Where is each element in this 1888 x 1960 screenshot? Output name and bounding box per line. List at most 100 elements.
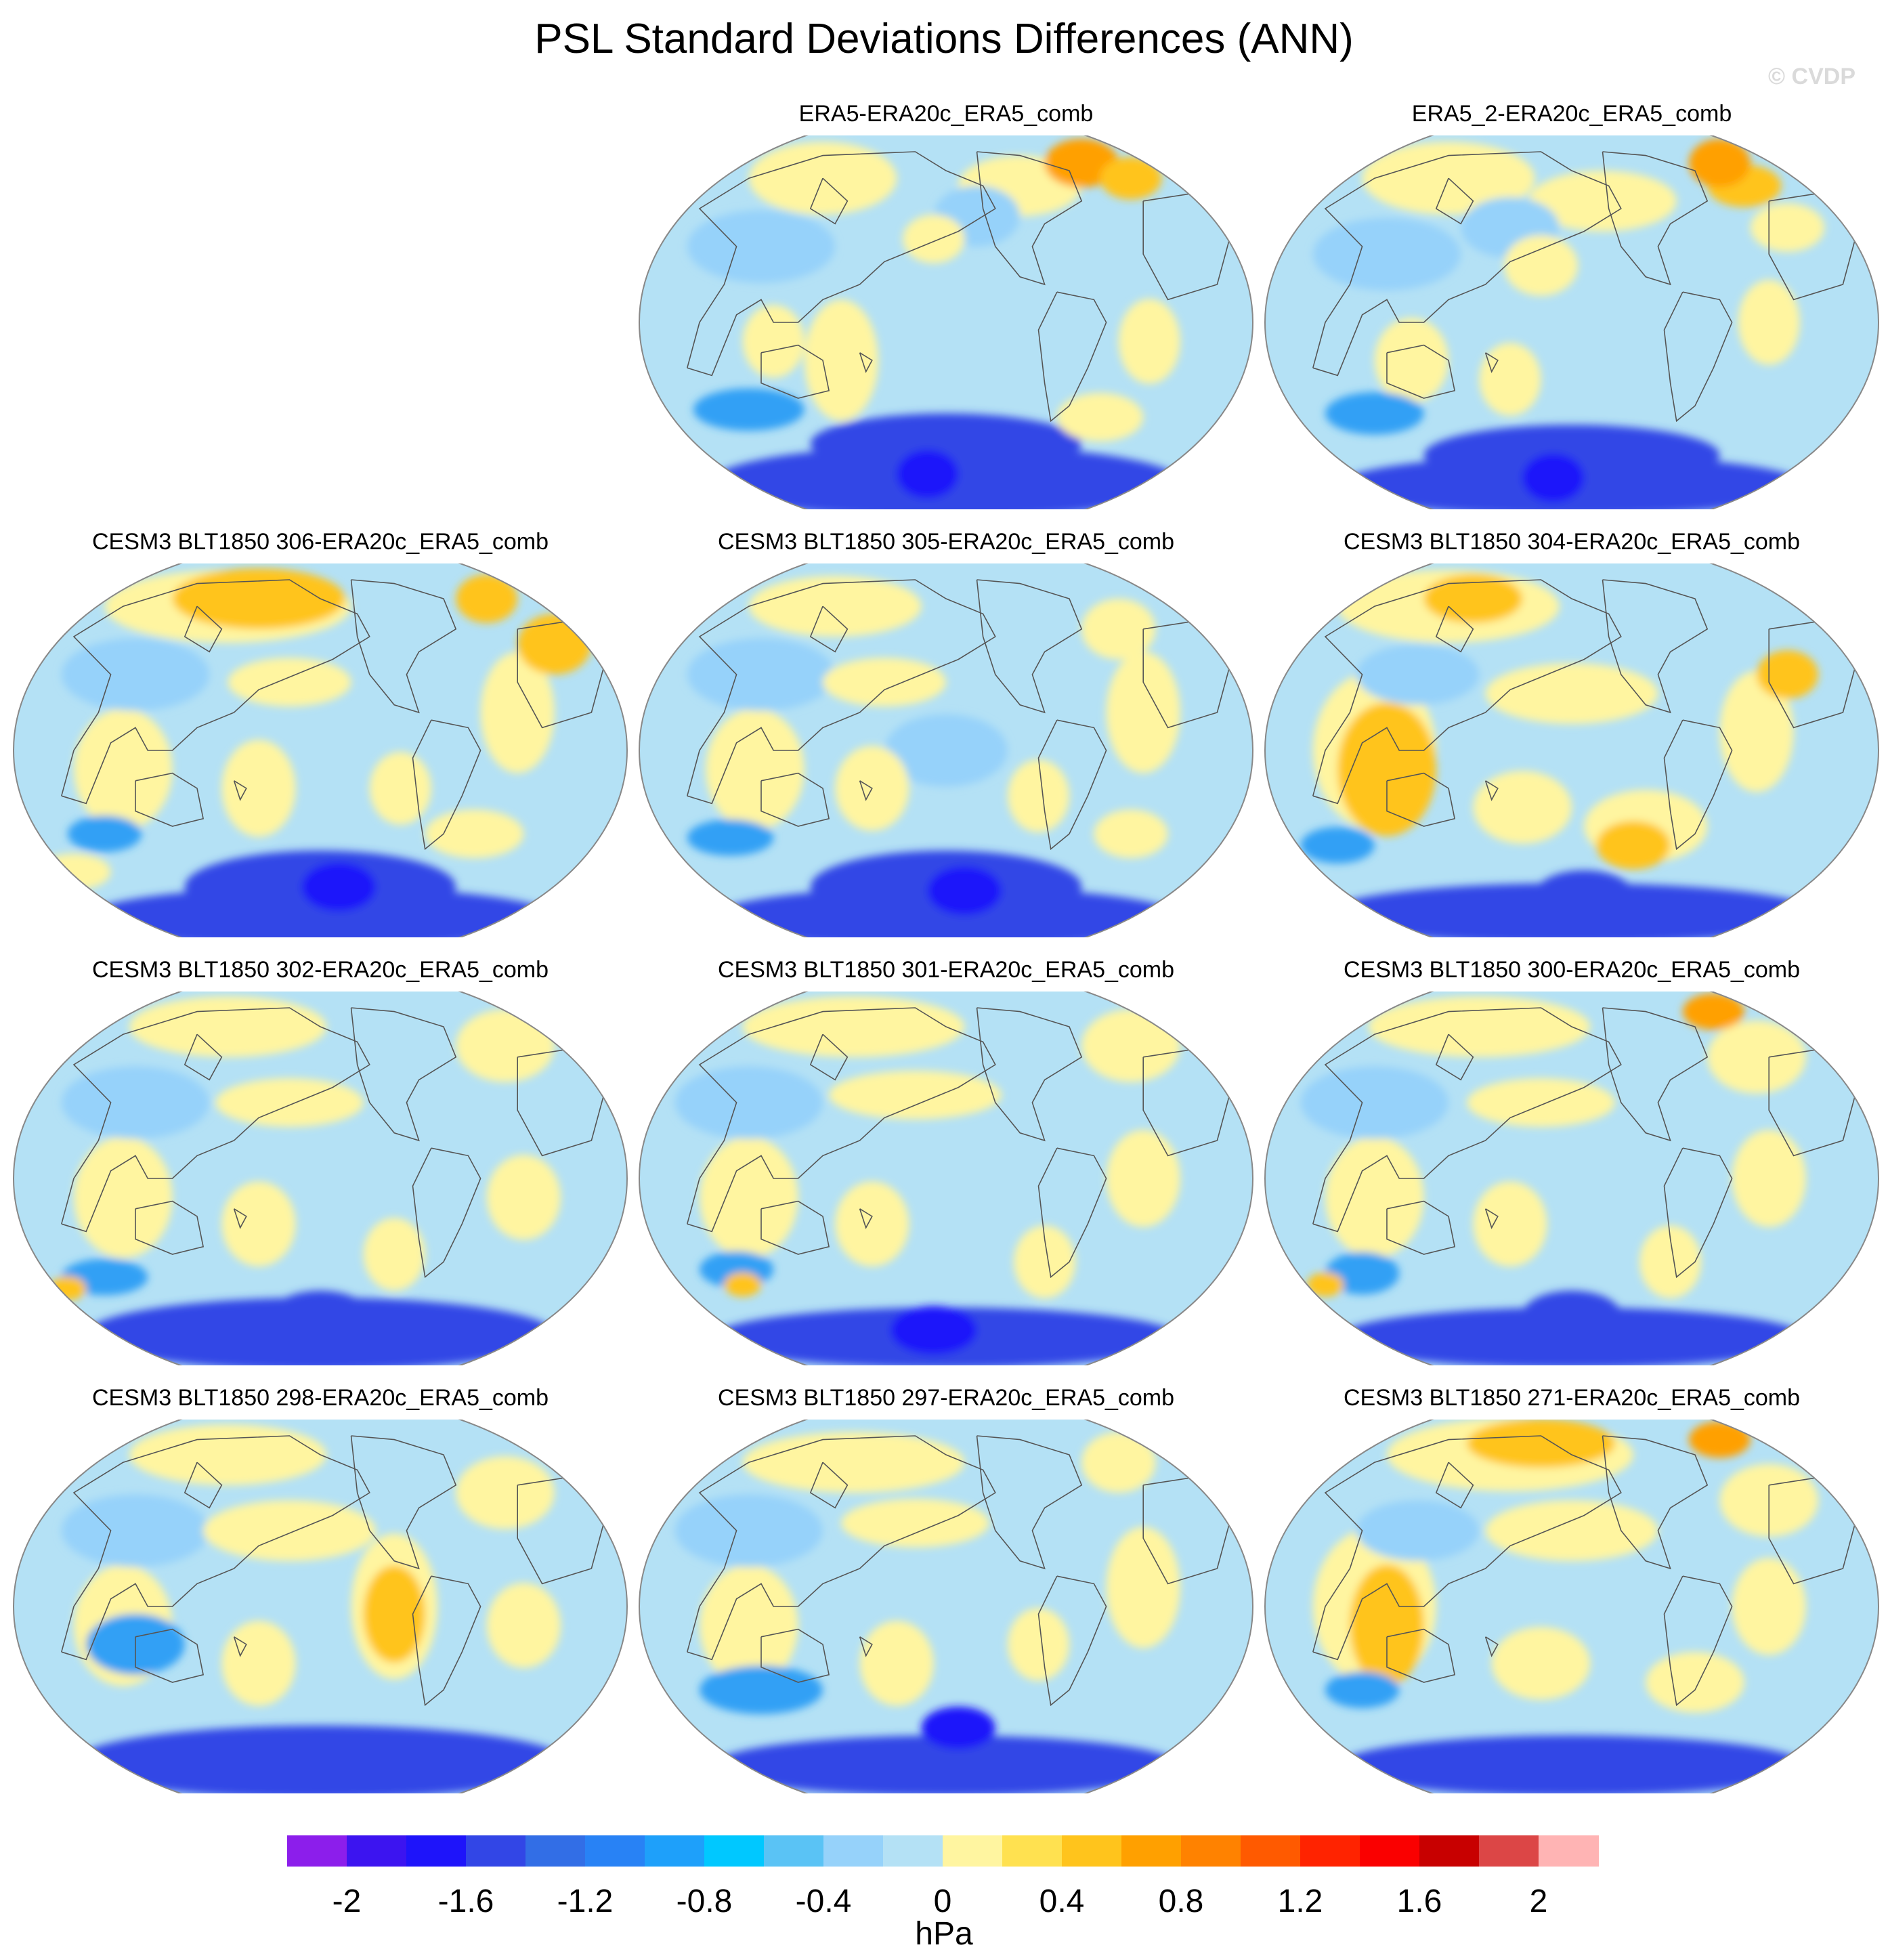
robinson-map [1264,133,1880,512]
anomaly-contour [1118,299,1180,384]
colorbar-tick-label: -1.6 [437,1883,494,1919]
anomaly-contour [706,708,804,830]
coastline [1663,719,1733,851]
colorbar-swatch [1241,1835,1301,1867]
colorbar-swatch [287,1835,347,1867]
coastline [809,1034,849,1081]
anomaly-contour [829,1070,1002,1120]
map-outline [13,1417,628,1796]
pole-mask [638,989,1254,992]
coastline [809,177,849,225]
colorbar-tick-label: -0.4 [795,1883,852,1919]
anomaly-contour [1522,453,1585,503]
anomaly-contour [1081,1432,1156,1493]
coastline [1484,1208,1499,1229]
anomaly-contour [172,568,345,629]
pole-mask [12,1793,628,1796]
anomaly-contour [742,1432,965,1493]
anomaly-contour [425,809,524,859]
coastline [809,1462,849,1509]
coastline [412,1147,481,1279]
anomaly-contour [1106,652,1180,773]
pole-mask [638,1417,1254,1420]
pole-mask [638,1793,1254,1796]
anomaly-contour [700,1564,798,1686]
pole-mask [638,1365,1254,1368]
coastline [976,579,1083,714]
pole-mask [1264,561,1880,563]
map-panel: CESM3 BLT1850 300-ERA20c_ERA5_comb [1264,956,1880,1376]
anomaly-contour [363,1565,425,1663]
anomaly-contour [1374,318,1449,403]
pole-mask [638,133,1254,135]
anomaly-contour [1300,1066,1449,1139]
map-outline [639,1417,1253,1796]
coastline [859,780,873,801]
pole-mask [1264,1417,1880,1420]
coastline [61,579,370,805]
map-panel: CESM3 BLT1850 302-ERA20c_ERA5_comb [12,956,628,1376]
anomaly-contour [921,1706,995,1749]
colorbar-swatch [347,1835,407,1867]
map-outline [1264,1417,1879,1796]
anomaly-contour [1008,759,1069,832]
anomaly-contour [1522,1290,1621,1340]
colorbar-tick-label: 0.8 [1158,1883,1204,1919]
robinson-map [1264,1417,1880,1796]
coastline [1484,352,1499,373]
colorbar-tick-label: -2 [332,1883,362,1919]
coastline [760,1200,830,1255]
panel-title: CESM3 BLT1850 298-ERA20c_ERA5_comb [91,1385,549,1411]
anomaly-contour [742,305,804,378]
pole-mask [1264,1365,1880,1368]
anomaly-contour [1528,171,1677,232]
anomaly-contour [674,1494,823,1567]
anomaly-contour [221,1181,296,1266]
anomaly-contour [61,1494,210,1567]
cvdp-watermark: © CVDP [1768,64,1855,89]
robinson-map [638,133,1254,512]
coastline [1663,1575,1733,1707]
coastline [1484,1636,1499,1657]
coastline [1312,1435,1622,1661]
anomaly-contour [1467,1419,1615,1468]
map-panel: ERA5-ERA20c_ERA5_comb [638,100,1254,520]
anomaly-contour [700,1136,798,1258]
map-panel: CESM3 BLT1850 297-ERA20c_ERA5_comb [638,1384,1254,1804]
anomaly-contour [1707,1021,1806,1094]
anomaly-contour [804,299,878,421]
coastline [135,1628,205,1683]
anomaly-contour [1350,1564,1424,1686]
coastline [350,1435,457,1570]
anomaly-contour [1312,217,1461,291]
coastline [350,1007,457,1142]
coastline [1037,1147,1107,1279]
anomaly-contour [1094,809,1168,859]
coastline [1435,605,1474,653]
anomaly-contour [1081,1009,1180,1082]
anomaly-contour [1081,599,1156,660]
coastline [1435,177,1474,225]
colorbar [287,1835,1599,1867]
map-outline [639,561,1253,940]
anomaly-contour [724,1272,761,1297]
anomaly-contour [1732,1558,1806,1655]
anomaly-contour [369,752,431,825]
anomaly-contour [712,1735,1180,1796]
colorbar-swatch [1062,1835,1122,1867]
anomaly-contour [1356,1500,1480,1561]
anomaly-contour [1356,644,1480,705]
robinson-map [638,561,1254,940]
robinson-map [638,989,1254,1368]
anomaly-contour [456,1009,555,1082]
colorbar-swatch [466,1835,526,1867]
colorbar-swatch [823,1835,884,1867]
coastline [1037,719,1107,851]
anomaly-contour [1485,1500,1658,1561]
robinson-map [1264,989,1880,1368]
coastline [1663,1147,1733,1279]
anomaly-contour [700,1665,823,1715]
anomaly-contour [37,853,111,891]
coastline [184,1462,223,1509]
anomaly-contour [1368,996,1591,1057]
